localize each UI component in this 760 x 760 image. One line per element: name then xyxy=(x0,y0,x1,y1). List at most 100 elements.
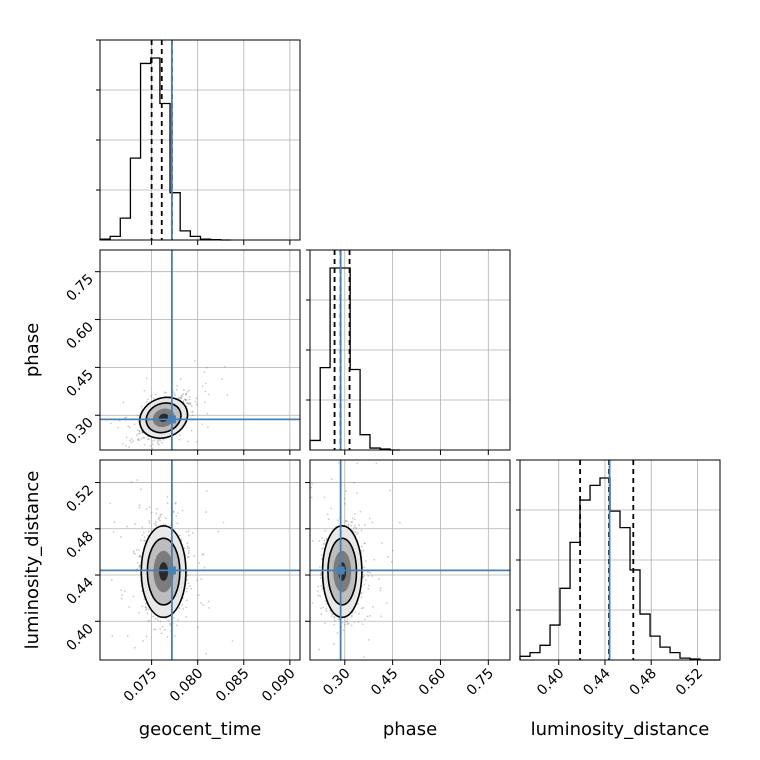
sample-point xyxy=(109,422,112,425)
sample-point xyxy=(311,601,314,604)
sample-point xyxy=(320,607,322,610)
sample-point xyxy=(354,702,356,704)
sample-point xyxy=(224,365,226,368)
sample-point xyxy=(141,534,144,536)
sample-point xyxy=(138,439,140,442)
sample-point xyxy=(323,622,326,625)
sample-point xyxy=(330,478,333,480)
sample-point xyxy=(320,585,323,587)
sample-point xyxy=(301,578,303,580)
sample-point xyxy=(332,613,335,616)
sample-point xyxy=(175,514,178,517)
sample-point xyxy=(329,610,332,612)
sample-point xyxy=(180,394,183,397)
sample-point xyxy=(154,618,157,620)
sample-point xyxy=(347,523,350,526)
sample-point xyxy=(97,551,99,553)
sample-point xyxy=(185,393,188,395)
sample-point xyxy=(310,486,313,489)
sample-point xyxy=(110,579,113,581)
sample-point xyxy=(185,615,187,618)
sample-point xyxy=(398,521,401,524)
sample-point xyxy=(201,553,204,556)
sample-point xyxy=(206,412,209,415)
sample-point xyxy=(187,555,190,558)
sample-point xyxy=(358,612,360,615)
sample-point xyxy=(155,512,158,515)
sample-point xyxy=(346,620,349,623)
sample-point xyxy=(355,492,358,495)
sample-point xyxy=(311,482,313,485)
sample-point xyxy=(181,604,184,606)
sample-point xyxy=(125,444,127,447)
sample-point xyxy=(172,510,175,513)
sample-point xyxy=(319,574,322,577)
sample-point xyxy=(153,522,156,525)
sample-point xyxy=(156,442,159,444)
sample-point xyxy=(148,506,151,509)
sample-point xyxy=(123,416,126,419)
sample-point xyxy=(143,536,146,539)
sample-point xyxy=(200,578,203,580)
sample-point xyxy=(153,397,155,400)
sample-point xyxy=(353,621,356,624)
sample-point xyxy=(365,698,367,700)
sample-point xyxy=(156,507,158,510)
sample-point xyxy=(121,442,124,445)
sample-point xyxy=(368,693,370,695)
sample-point xyxy=(178,438,181,441)
sample-point xyxy=(202,553,205,555)
sample-point xyxy=(128,446,131,449)
sample-point xyxy=(367,638,370,641)
sample-point xyxy=(186,402,189,404)
sample-point xyxy=(367,587,370,590)
sample-point xyxy=(132,552,135,554)
sample-point xyxy=(357,532,359,534)
sample-point xyxy=(186,542,189,545)
sample-point xyxy=(194,400,197,403)
sample-point xyxy=(354,611,357,613)
sample-point xyxy=(166,502,169,505)
sample-point xyxy=(325,537,328,540)
sample-point xyxy=(162,438,165,441)
sample-point xyxy=(205,652,208,655)
sample-point xyxy=(157,518,160,521)
sample-point xyxy=(177,619,180,622)
sample-point xyxy=(345,520,348,522)
sample-point xyxy=(147,530,150,533)
sample-point xyxy=(323,539,326,542)
sample-point xyxy=(371,605,374,608)
sample-point xyxy=(148,619,151,622)
sample-point xyxy=(361,623,364,626)
sample-point xyxy=(154,521,157,523)
sample-point xyxy=(306,564,308,566)
sample-point xyxy=(316,589,319,592)
sample-point xyxy=(147,620,150,623)
sample-point xyxy=(371,521,374,524)
sample-point xyxy=(387,556,390,558)
xtick-label-luminosity_distance-1: 0.44 xyxy=(580,665,613,698)
sample-point xyxy=(164,517,167,519)
sample-point xyxy=(163,628,166,631)
panel-frame xyxy=(309,459,511,661)
xtick-label-luminosity_distance-3: 0.52 xyxy=(673,666,706,699)
sample-point xyxy=(188,398,191,401)
sample-point xyxy=(165,682,167,684)
grid xyxy=(100,460,300,660)
ytick-label-luminosity_distance-1: 0.44 xyxy=(63,574,96,607)
sample-point xyxy=(189,402,192,404)
corner-panels: 0.30 0.45 0.60 0.75 0.075 0.080 0.085 0.090 0.40… xyxy=(63,39,721,705)
sample-point xyxy=(188,395,191,398)
sample-point xyxy=(137,438,140,441)
sample-point xyxy=(354,531,357,533)
sample-point xyxy=(319,576,322,579)
sample-point xyxy=(159,627,162,630)
sample-point xyxy=(188,549,190,552)
sample-point xyxy=(353,518,356,521)
sample-point xyxy=(185,393,187,395)
sample-point xyxy=(151,447,154,450)
sample-point xyxy=(131,457,133,459)
sample-point xyxy=(205,382,207,385)
sample-point xyxy=(390,561,393,563)
sample-point xyxy=(138,549,140,552)
